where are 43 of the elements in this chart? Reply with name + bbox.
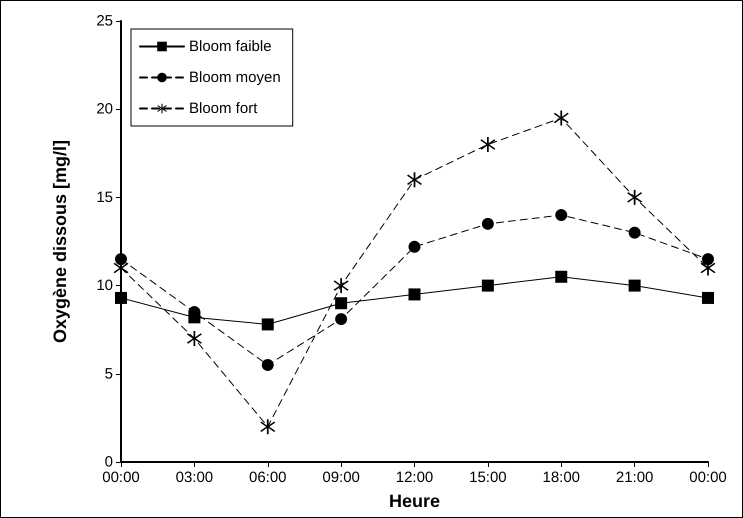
y-tick-label: 10 — [96, 277, 113, 294]
point — [702, 292, 714, 304]
point — [186, 331, 202, 346]
legend-label: Bloom faible — [189, 38, 272, 55]
y-tick-label: 5 — [104, 365, 113, 382]
point — [115, 253, 127, 266]
x-tick-label: 21:00 — [616, 469, 654, 486]
point — [262, 358, 274, 371]
point — [334, 278, 349, 294]
point — [480, 136, 496, 152]
x-tick-label: 09:00 — [322, 469, 360, 486]
y-tick-label: 15 — [96, 188, 113, 206]
point — [555, 209, 568, 222]
point — [628, 226, 641, 239]
point — [628, 280, 641, 292]
y-tick-label: 20 — [96, 100, 113, 118]
point — [702, 253, 714, 266]
point — [115, 292, 127, 304]
point — [408, 240, 420, 253]
legend-label: Bloom fort — [189, 100, 258, 117]
point — [408, 288, 420, 300]
x-tick-label: 15:00 — [469, 469, 507, 486]
x-tick-label: 03:00 — [176, 469, 214, 486]
point — [482, 218, 494, 230]
point — [335, 313, 348, 326]
x-tick-label: 00:00 — [689, 469, 727, 486]
y-tick-label: 25 — [96, 12, 113, 30]
x-tick-label: 06:00 — [248, 469, 287, 486]
x-axis-title: Heure — [388, 491, 440, 511]
point — [554, 110, 569, 126]
point — [627, 190, 642, 205]
x-tick-label: 12:00 — [396, 469, 434, 486]
x-tick-label: 18:00 — [542, 469, 580, 486]
point — [335, 297, 348, 310]
point — [555, 270, 568, 283]
y-tick-label: 0 — [104, 454, 113, 470]
y-axis-title: Oxygène dissous [mg/l] — [50, 140, 70, 344]
point — [260, 419, 276, 434]
x-tick-label: 00:00 — [102, 469, 140, 486]
point — [407, 172, 422, 188]
point — [482, 280, 494, 292]
legend-label: Bloom moyen — [189, 69, 281, 86]
point — [262, 318, 274, 330]
